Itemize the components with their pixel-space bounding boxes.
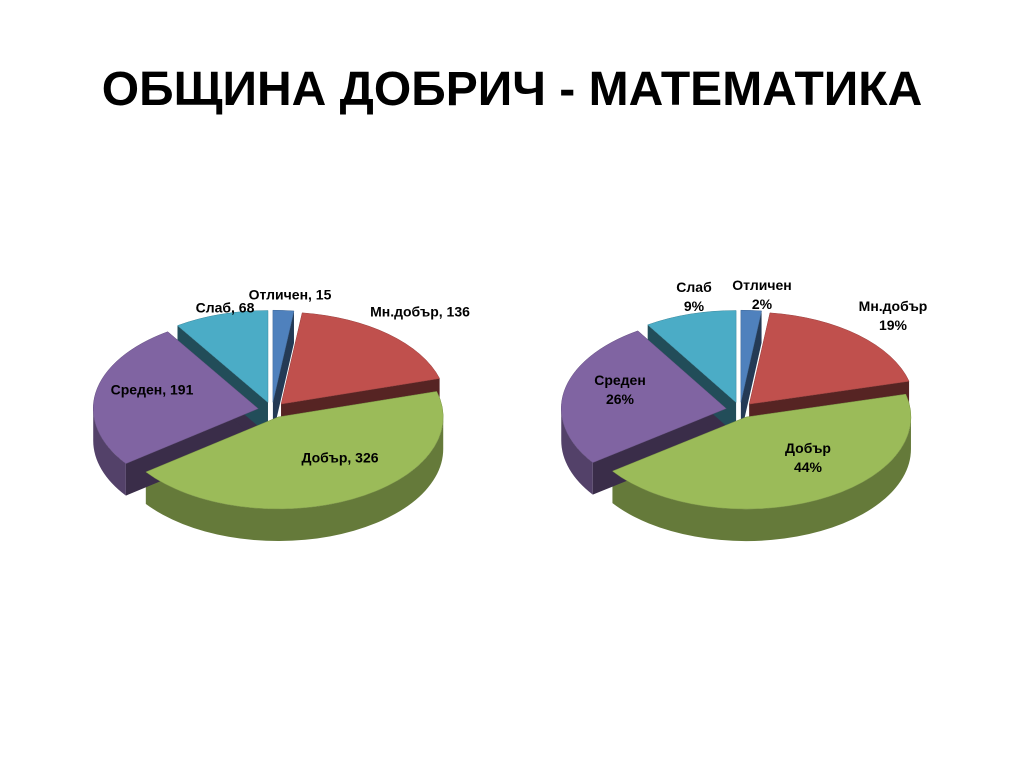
label-value: 2% <box>751 296 773 312</box>
slice-wall <box>740 310 762 435</box>
data-label: Слаб 9% <box>676 278 711 316</box>
slice-wall <box>272 310 294 435</box>
data-label: Слаб, 68 <box>195 299 255 316</box>
label-category: Добър <box>785 440 831 456</box>
data-label: Добър, 326 <box>301 449 379 466</box>
slice-side <box>93 408 126 496</box>
label-category: Слаб <box>676 279 712 295</box>
label-value: 9% <box>683 298 705 314</box>
slide-title: ОБЩИНА ДОБРИЧ - МАТЕМАТИКА <box>101 63 923 116</box>
slice <box>177 310 269 404</box>
slice <box>748 312 910 405</box>
slice-side <box>561 408 593 495</box>
label-value: 44% <box>793 459 823 475</box>
slice <box>560 330 727 463</box>
slice <box>647 310 737 404</box>
slice <box>145 391 444 510</box>
label-value: 19% <box>878 317 908 333</box>
data-label: Мн.добър, 136 <box>370 303 470 320</box>
slice <box>740 309 762 403</box>
data-label: Отличен, 15 <box>248 286 332 303</box>
data-label: Отличен 2% <box>732 276 791 314</box>
data-label: Среден 26% <box>594 371 646 409</box>
slice-side <box>145 416 444 541</box>
label-category: Среден <box>594 372 646 388</box>
slice <box>280 312 440 405</box>
data-label: Мн.добър 19% <box>859 297 928 335</box>
slice <box>611 393 912 510</box>
label-value: 26% <box>605 391 635 407</box>
label-category: Мн.добър <box>858 298 928 314</box>
data-label: Добър 44% <box>785 439 831 477</box>
data-label: Среден, 191 <box>110 381 194 398</box>
slice-side <box>612 417 911 542</box>
slice <box>272 309 295 403</box>
label-category: Отличен <box>732 277 792 293</box>
slice <box>92 331 259 464</box>
